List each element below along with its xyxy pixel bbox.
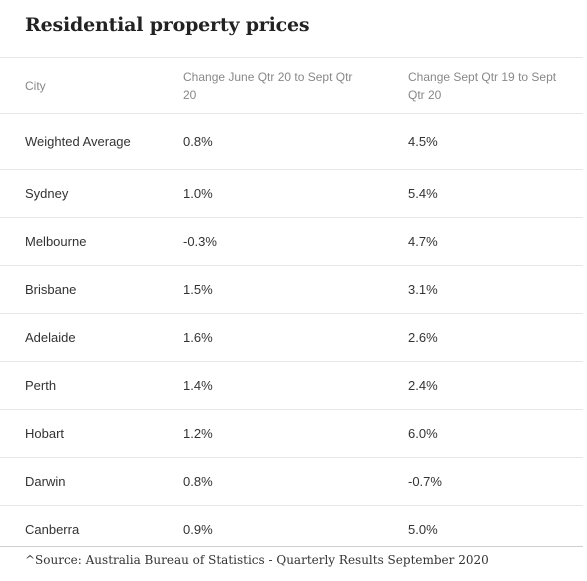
annual-change-cell: 3.1% — [408, 281, 438, 297]
table-row: Darwin 0.8% -0.7% — [0, 458, 583, 506]
source-note: ^Source: Australia Bureau of Statistics … — [25, 553, 489, 567]
table-title: Residential property prices — [25, 14, 310, 36]
column-header-quarterly-change: Change June Qtr 20 to Sept Qtr 20 — [183, 69, 353, 102]
quarterly-change-cell: 1.5% — [183, 281, 213, 297]
annual-change-cell: 2.4% — [408, 377, 438, 393]
city-cell: Darwin — [25, 473, 66, 489]
table-row: Weighted Average 0.8% 4.5% — [0, 114, 583, 170]
city-cell: Brisbane — [25, 281, 77, 297]
table-row: Sydney 1.0% 5.4% — [0, 170, 583, 218]
city-cell: Sydney — [25, 185, 69, 201]
annual-change-cell: -0.7% — [408, 473, 442, 489]
annual-change-cell: 5.0% — [408, 522, 438, 537]
quarterly-change-cell: 1.0% — [183, 185, 213, 201]
table-row: Adelaide 1.6% 2.6% — [0, 314, 583, 362]
annual-change-cell: 2.6% — [408, 329, 438, 345]
city-cell: Canberra — [25, 522, 80, 537]
annual-change-cell: 6.0% — [408, 425, 438, 441]
column-header-city: City — [25, 78, 46, 93]
quarterly-change-cell: 1.4% — [183, 377, 213, 393]
quarterly-change-cell: 0.9% — [183, 522, 213, 537]
annual-change-cell: 4.5% — [408, 133, 438, 149]
table-row: Brisbane 1.5% 3.1% — [0, 266, 583, 314]
city-cell: Perth — [25, 377, 57, 393]
quarterly-change-cell: 0.8% — [183, 133, 213, 149]
city-cell: Hobart — [25, 425, 65, 441]
divider — [0, 57, 583, 58]
city-cell: Melbourne — [25, 233, 87, 249]
table-row: Canberra 0.9% 5.0% — [0, 506, 583, 554]
annual-change-cell: 5.4% — [408, 185, 438, 201]
quarterly-change-cell: 1.6% — [183, 329, 213, 345]
quarterly-change-cell: -0.3% — [183, 233, 217, 249]
table-row: Perth 1.4% 2.4% — [0, 362, 583, 410]
city-cell: Weighted Average — [25, 133, 131, 149]
price-table: City Change June Qtr 20 to Sept Qtr 20 C… — [0, 58, 583, 554]
table-header-row: City Change June Qtr 20 to Sept Qtr 20 C… — [0, 58, 583, 114]
annual-change-cell: 4.7% — [408, 233, 438, 249]
city-cell: Adelaide — [25, 329, 76, 345]
footer-divider — [0, 546, 583, 547]
table-row: Melbourne -0.3% 4.7% — [0, 218, 583, 266]
column-header-annual-change: Change Sept Qtr 19 to Sept Qtr 20 — [408, 69, 557, 102]
quarterly-change-cell: 1.2% — [183, 425, 213, 441]
quarterly-change-cell: 0.8% — [183, 473, 213, 489]
table-row: Hobart 1.2% 6.0% — [0, 410, 583, 458]
